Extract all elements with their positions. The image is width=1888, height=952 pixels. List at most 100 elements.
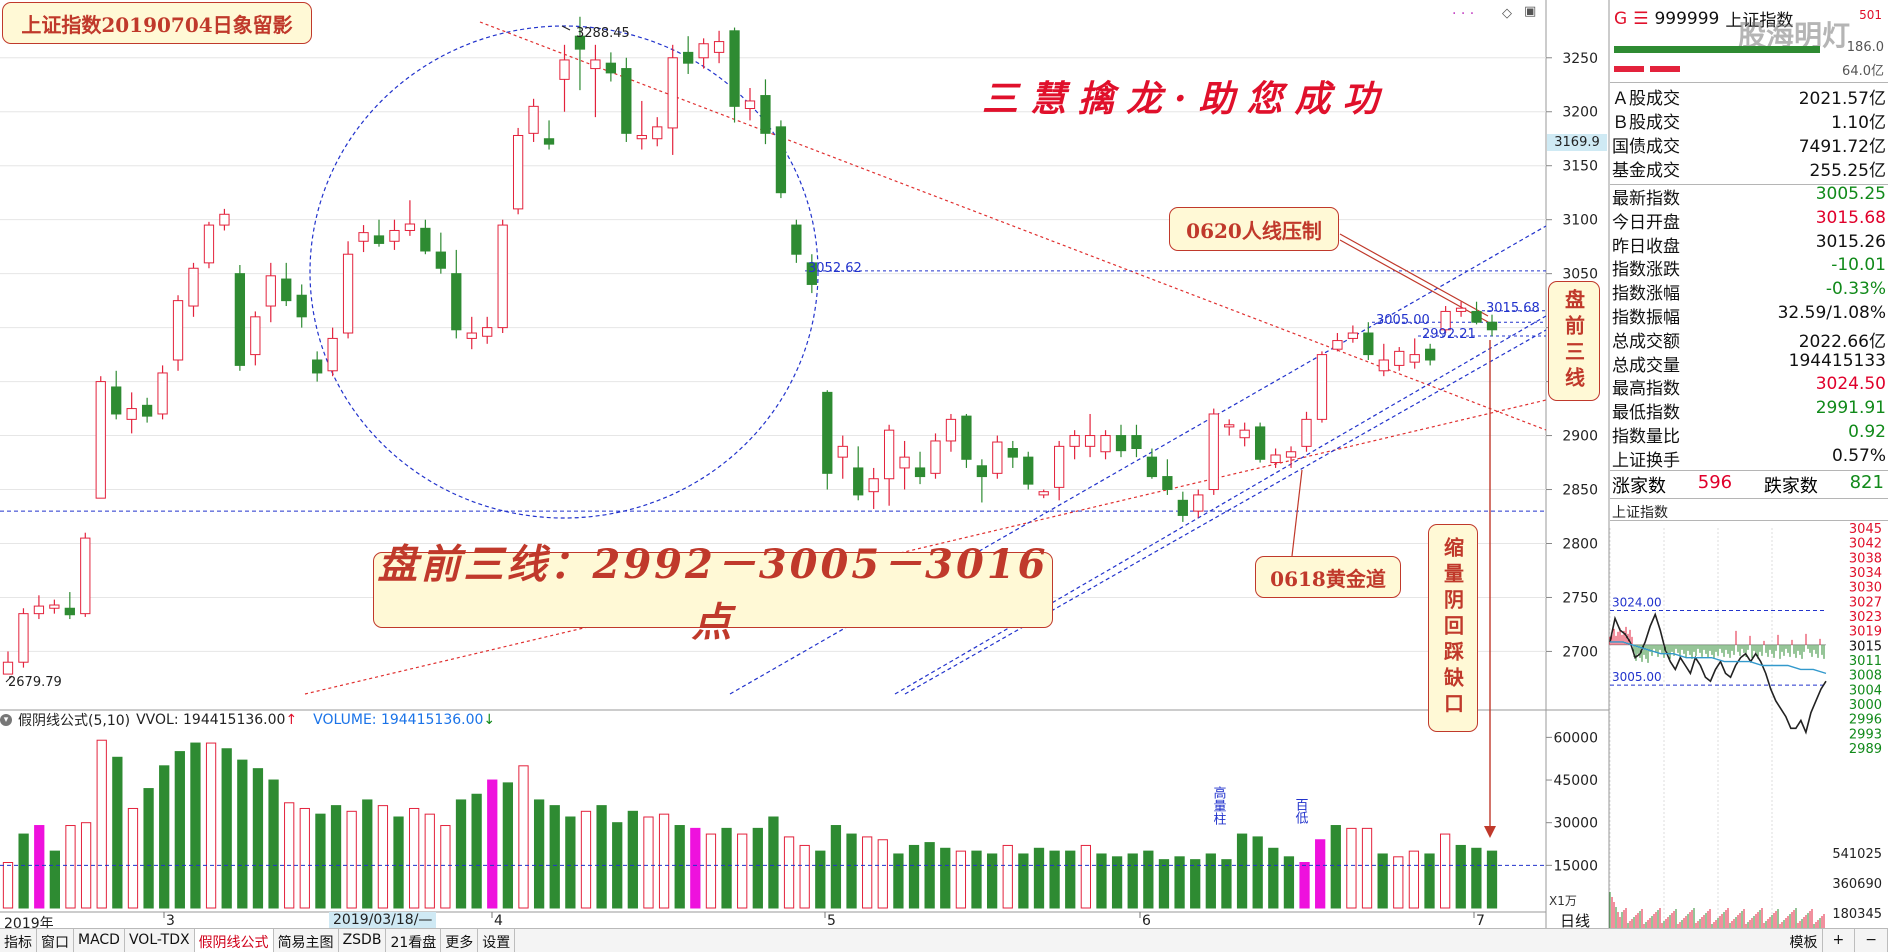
- stat-row: 指数涨跌 -10.01: [1612, 255, 1886, 280]
- candle: [713, 41, 725, 53]
- price-tick: 3250: [1562, 51, 1598, 67]
- volume-bar: [174, 751, 185, 909]
- candle: [1131, 435, 1142, 450]
- mini-price-tick: 2996: [1849, 713, 1882, 728]
- tab-more[interactable]: 更多: [441, 929, 479, 952]
- volume-bar: [346, 810, 357, 909]
- ratio-bar-red-1: [1614, 66, 1644, 72]
- volume-bar: [190, 742, 201, 909]
- volume-bar: [1361, 827, 1373, 909]
- level-3005-label: 3005.00: [1376, 313, 1430, 328]
- candle: [667, 57, 678, 129]
- candle: [1378, 359, 1389, 372]
- volume-bar: [908, 844, 920, 909]
- volume-bar: [1127, 853, 1138, 909]
- volume-bar: [737, 833, 748, 909]
- window-icon[interactable]: ▣: [1524, 4, 1537, 19]
- mini-price-tick: 3011: [1849, 654, 1882, 669]
- candle: [1270, 454, 1281, 464]
- price-tick: 2800: [1562, 536, 1598, 552]
- tab-window[interactable]: 窗口: [37, 929, 74, 952]
- candle: [1239, 429, 1250, 439]
- volume-bar: [815, 850, 826, 909]
- tab-settings[interactable]: 设置: [478, 929, 516, 952]
- stat-label: 最新指数: [1612, 189, 1680, 209]
- volume-bar: [284, 802, 295, 909]
- candle: [1332, 340, 1343, 350]
- candle: [621, 68, 632, 134]
- candle: [791, 224, 802, 255]
- candle: [157, 372, 168, 415]
- tab-fake-yin[interactable]: 假阴线公式: [194, 929, 274, 952]
- candle: [1193, 494, 1204, 512]
- down-count: 821: [1849, 472, 1884, 493]
- tab-vol-tdx[interactable]: VOL-TDX: [125, 929, 195, 952]
- volume-bar: [1065, 850, 1076, 909]
- pointer-arrowhead: [1484, 826, 1496, 838]
- stat-value: 255.25亿: [1809, 161, 1886, 181]
- volume-bar: [924, 842, 935, 909]
- candle: [1023, 456, 1034, 485]
- stat-label: 最低指数: [1612, 403, 1680, 424]
- candle: [1363, 332, 1374, 356]
- channel-lower: [904, 329, 1547, 695]
- stat-value: -0.33%: [1825, 279, 1886, 300]
- volume-bar: [1158, 859, 1170, 909]
- low-marker: [5, 675, 13, 683]
- volume-bar: [237, 759, 248, 909]
- collapse-icon[interactable]: ▾: [0, 714, 12, 726]
- diamond-icon[interactable]: ◇: [1502, 6, 1512, 21]
- candle: [883, 429, 895, 480]
- indicator-name[interactable]: 假阴线公式(5,10): [18, 713, 131, 729]
- x-label-6: 6: [1142, 913, 1151, 929]
- tab-template[interactable]: 模板: [1786, 929, 1823, 952]
- mini-price-tick: 3042: [1849, 537, 1882, 552]
- candle: [683, 51, 694, 64]
- candle: [636, 134, 647, 140]
- vvol-value: VVOL: 194415136.00: [136, 712, 286, 728]
- candle: [466, 332, 477, 339]
- volume-bar: [940, 847, 951, 909]
- bottom-tab-bar: 指标 窗口 MACD VOL-TDX 假阴线公式 简易主图 ZSDB 21看盘 …: [0, 928, 1888, 952]
- volume-axis: 15000 30000 45000 60000: [1546, 730, 1598, 874]
- volume-bar: [1096, 853, 1107, 909]
- volume-bar: [971, 850, 982, 909]
- candle: [945, 418, 957, 442]
- menu-icon[interactable]: ☰: [1633, 8, 1649, 29]
- candle: [914, 467, 926, 478]
- candle: [930, 440, 941, 474]
- volume-bar: [1049, 850, 1060, 909]
- volume-bar: [1033, 847, 1045, 909]
- tab-simple-main[interactable]: 简易主图: [274, 929, 339, 952]
- stat-value: -10.01: [1831, 255, 1886, 276]
- stat-value: 0.57%: [1831, 445, 1886, 466]
- mini-volume-tick: 180345: [1832, 907, 1882, 922]
- volume-bar: [1221, 859, 1232, 909]
- candle: [64, 607, 75, 616]
- candle: [33, 605, 45, 615]
- tab-macd[interactable]: MACD: [74, 929, 125, 952]
- volume-bar: [783, 836, 795, 909]
- high-marker: [561, 25, 571, 31]
- candle: [234, 273, 246, 366]
- volume-bar: [330, 805, 342, 909]
- zoom-in-button[interactable]: +: [1823, 929, 1856, 952]
- candle: [18, 613, 29, 663]
- mini-price-line: [1609, 612, 1827, 735]
- candle: [1254, 426, 1266, 460]
- tab-indicator[interactable]: 指标: [0, 929, 37, 952]
- stat-label: 上证换手: [1612, 450, 1680, 471]
- tab-zsdb[interactable]: ZSDB: [339, 929, 387, 952]
- mini-price-tick: 3038: [1849, 551, 1882, 566]
- candle: [528, 105, 539, 134]
- stat-row: 最高指数 3024.50: [1612, 374, 1886, 399]
- mini-avg-line: [1610, 641, 1827, 675]
- period-label[interactable]: 日线: [1560, 912, 1591, 930]
- volume-bar: [471, 793, 482, 909]
- stat-row: 总成交量 194415133: [1612, 351, 1886, 376]
- stat-value: 32.59/1.08%: [1777, 303, 1886, 323]
- tab-21-watch[interactable]: 21看盘: [386, 929, 442, 952]
- zoom-out-button[interactable]: −: [1855, 929, 1888, 952]
- candle: [203, 224, 215, 264]
